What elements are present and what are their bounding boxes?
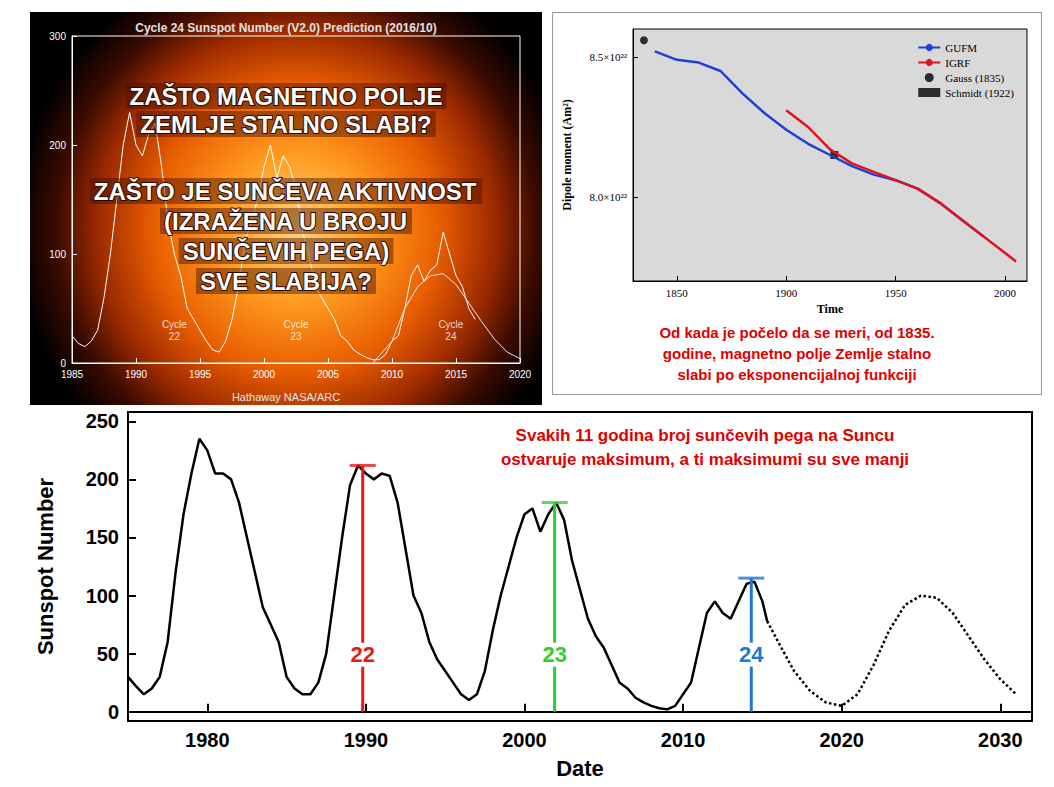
svg-text:SVE SLABIJA?: SVE SLABIJA? bbox=[200, 268, 372, 295]
svg-text:Cycle: Cycle bbox=[283, 319, 308, 330]
svg-text:2000: 2000 bbox=[253, 369, 276, 380]
svg-text:2010: 2010 bbox=[381, 369, 404, 380]
svg-text:1850: 1850 bbox=[666, 287, 689, 299]
svg-text:Hathaway NASA/ARC: Hathaway NASA/ARC bbox=[232, 391, 340, 403]
svg-text:(IZRAŽENA U BROJU: (IZRAŽENA U BROJU bbox=[164, 208, 407, 235]
svg-text:GUFM: GUFM bbox=[945, 42, 977, 54]
svg-text:ZAŠTO MAGNETNO POLJE: ZAŠTO MAGNETNO POLJE bbox=[130, 83, 443, 110]
svg-text:Svakih 11 godina broj sunčevih: Svakih 11 godina broj sunčevih pega na S… bbox=[516, 426, 895, 445]
svg-text:Gauss (1835): Gauss (1835) bbox=[945, 72, 1004, 85]
svg-text:24: 24 bbox=[739, 642, 764, 667]
svg-text:0: 0 bbox=[60, 358, 66, 369]
svg-text:2015: 2015 bbox=[445, 369, 468, 380]
svg-text:2010: 2010 bbox=[661, 729, 706, 751]
svg-text:22: 22 bbox=[169, 331, 181, 342]
svg-text:1990: 1990 bbox=[344, 729, 389, 751]
svg-text:2000: 2000 bbox=[994, 287, 1017, 299]
svg-text:Cycle: Cycle bbox=[438, 319, 463, 330]
svg-text:150: 150 bbox=[86, 526, 119, 548]
svg-text:22: 22 bbox=[350, 642, 374, 667]
svg-text:1900: 1900 bbox=[775, 287, 798, 299]
svg-text:8.0×10²²: 8.0×10²² bbox=[589, 191, 627, 203]
svg-text:1985: 1985 bbox=[61, 369, 84, 380]
svg-text:Sunspot Number: Sunspot Number bbox=[33, 477, 58, 655]
svg-text:Cycle: Cycle bbox=[162, 319, 187, 330]
svg-text:ZAŠTO JE SUNČEVA AKTIVNOST: ZAŠTO JE SUNČEVA AKTIVNOST bbox=[94, 178, 477, 205]
svg-text:200: 200 bbox=[49, 140, 66, 151]
svg-text:2000: 2000 bbox=[502, 729, 547, 751]
svg-text:Schmidt (1922): Schmidt (1922) bbox=[945, 87, 1014, 100]
svg-text:200: 200 bbox=[86, 468, 119, 490]
svg-text:ZEMLJE STALNO SLABI?: ZEMLJE STALNO SLABI? bbox=[140, 111, 432, 138]
svg-text:2020: 2020 bbox=[819, 729, 864, 751]
svg-text:Dipole moment (Am²): Dipole moment (Am²) bbox=[560, 99, 574, 211]
svg-text:23: 23 bbox=[290, 331, 302, 342]
svg-text:250: 250 bbox=[86, 410, 119, 432]
svg-text:1950: 1950 bbox=[885, 287, 908, 299]
svg-text:1995: 1995 bbox=[189, 369, 212, 380]
svg-text:300: 300 bbox=[49, 31, 66, 42]
svg-text:ostvaruje maksimum, a ti maksi: ostvaruje maksimum, a ti maksimumi su sv… bbox=[501, 450, 909, 469]
svg-text:Od kada je počelo da se meri,: Od kada je počelo da se meri, od 1835. bbox=[659, 324, 934, 341]
svg-text:Date: Date bbox=[556, 756, 604, 781]
svg-text:24: 24 bbox=[445, 331, 457, 342]
svg-text:2005: 2005 bbox=[317, 369, 340, 380]
svg-text:100: 100 bbox=[86, 585, 119, 607]
svg-text:100: 100 bbox=[49, 249, 66, 260]
svg-text:2030: 2030 bbox=[978, 729, 1023, 751]
svg-text:Time: Time bbox=[817, 302, 844, 316]
svg-text:slabi po eksponencijalnoj funk: slabi po eksponencijalnoj funkciji bbox=[677, 366, 916, 383]
svg-text:8.5×10²²: 8.5×10²² bbox=[589, 51, 627, 63]
svg-text:godine, magnetno polje Zemlje: godine, magnetno polje Zemlje stalno bbox=[663, 345, 931, 362]
svg-text:50: 50 bbox=[97, 643, 119, 665]
svg-text:23: 23 bbox=[542, 642, 566, 667]
svg-text:Cycle 24 Sunspot Number (V2.0): Cycle 24 Sunspot Number (V2.0) Predictio… bbox=[135, 21, 436, 35]
svg-text:2020: 2020 bbox=[509, 369, 532, 380]
svg-text:0: 0 bbox=[108, 701, 119, 723]
svg-text:1990: 1990 bbox=[125, 369, 148, 380]
svg-text:IGRF: IGRF bbox=[945, 57, 970, 69]
svg-text:1980: 1980 bbox=[185, 729, 230, 751]
svg-text:SUNČEVIH PEGA): SUNČEVIH PEGA) bbox=[183, 238, 390, 265]
